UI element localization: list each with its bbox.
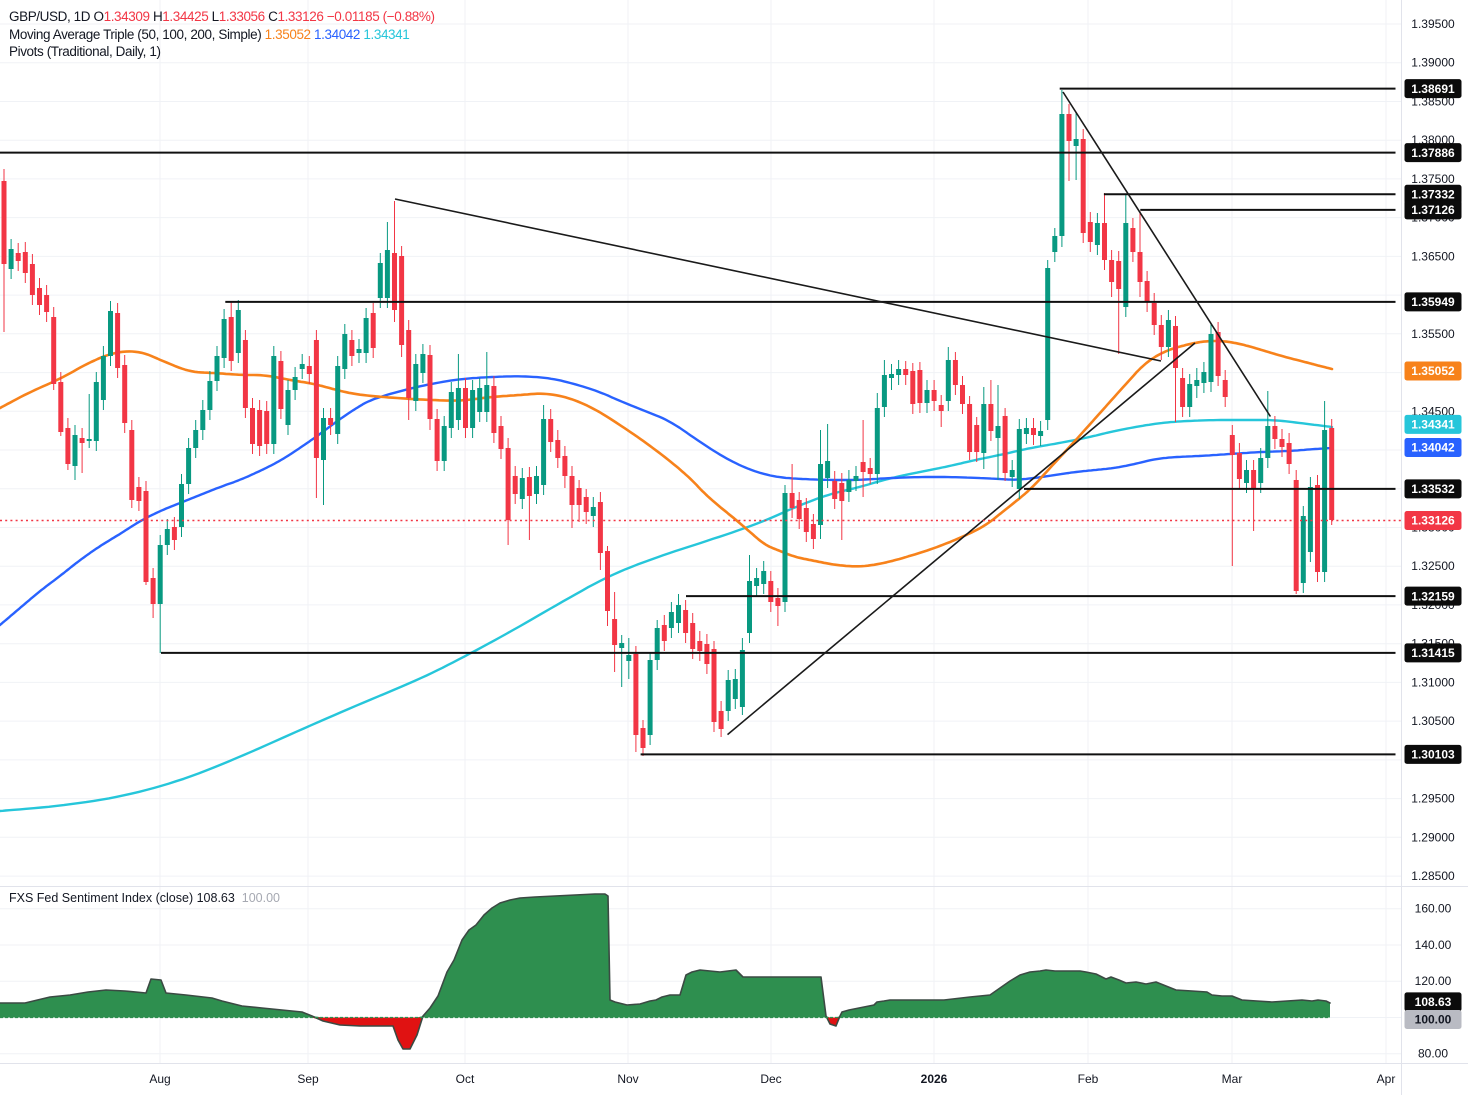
svg-text:1.33126: 1.33126	[1411, 514, 1455, 528]
svg-text:Moving Average Triple (50, 100: Moving Average Triple (50, 100, 200, Sim…	[9, 27, 409, 42]
svg-text:1.32500: 1.32500	[1411, 559, 1455, 573]
svg-text:1.31000: 1.31000	[1411, 675, 1455, 689]
svg-text:1.34042: 1.34042	[1411, 441, 1455, 455]
svg-text:Dec: Dec	[760, 1072, 781, 1086]
svg-text:1.36500: 1.36500	[1411, 249, 1455, 263]
svg-text:Sep: Sep	[297, 1072, 319, 1086]
svg-text:108.63: 108.63	[1415, 995, 1452, 1009]
svg-text:1.35949: 1.35949	[1411, 295, 1455, 309]
svg-text:1.37500: 1.37500	[1411, 172, 1455, 186]
svg-text:100.00: 100.00	[1415, 1013, 1452, 1027]
svg-text:Oct: Oct	[456, 1072, 475, 1086]
svg-text:Feb: Feb	[1078, 1072, 1099, 1086]
svg-text:GBP/USD, 1D O1.34309 H1.34425: GBP/USD, 1D O1.34309 H1.34425 L1.33056 C…	[9, 9, 435, 24]
svg-text:1.37126: 1.37126	[1411, 203, 1455, 217]
svg-text:1.37332: 1.37332	[1411, 188, 1455, 202]
svg-text:1.38691: 1.38691	[1411, 82, 1455, 96]
svg-text:1.39500: 1.39500	[1411, 17, 1455, 31]
svg-text:1.35500: 1.35500	[1411, 327, 1455, 341]
svg-text:Pivots (Traditional, Daily, 1): Pivots (Traditional, Daily, 1)	[9, 44, 161, 59]
svg-text:FXS Fed Sentiment Index (close: FXS Fed Sentiment Index (close) 108.63 1…	[9, 891, 280, 905]
svg-text:Aug: Aug	[149, 1072, 170, 1086]
svg-text:1.33532: 1.33532	[1411, 482, 1455, 496]
svg-text:1.34341: 1.34341	[1411, 418, 1455, 432]
svg-text:1.34500: 1.34500	[1411, 404, 1455, 418]
svg-text:120.00: 120.00	[1415, 974, 1452, 988]
svg-text:140.00: 140.00	[1415, 938, 1452, 952]
svg-text:1.31415: 1.31415	[1411, 646, 1455, 660]
svg-text:1.30500: 1.30500	[1411, 714, 1455, 728]
svg-text:2026: 2026	[921, 1072, 948, 1086]
svg-text:1.32159: 1.32159	[1411, 589, 1455, 603]
svg-text:1.39000: 1.39000	[1411, 56, 1455, 70]
svg-text:1.35052: 1.35052	[1411, 364, 1455, 378]
svg-text:1.30103: 1.30103	[1411, 748, 1455, 762]
svg-text:Nov: Nov	[617, 1072, 638, 1086]
svg-text:1.28500: 1.28500	[1411, 869, 1455, 883]
svg-text:80.00: 80.00	[1418, 1047, 1448, 1061]
svg-text:Mar: Mar	[1222, 1072, 1243, 1086]
svg-text:1.37886: 1.37886	[1411, 146, 1455, 160]
svg-text:160.00: 160.00	[1415, 902, 1452, 916]
svg-text:Apr: Apr	[1377, 1072, 1396, 1086]
svg-text:1.29000: 1.29000	[1411, 830, 1455, 844]
svg-text:1.29500: 1.29500	[1411, 792, 1455, 806]
